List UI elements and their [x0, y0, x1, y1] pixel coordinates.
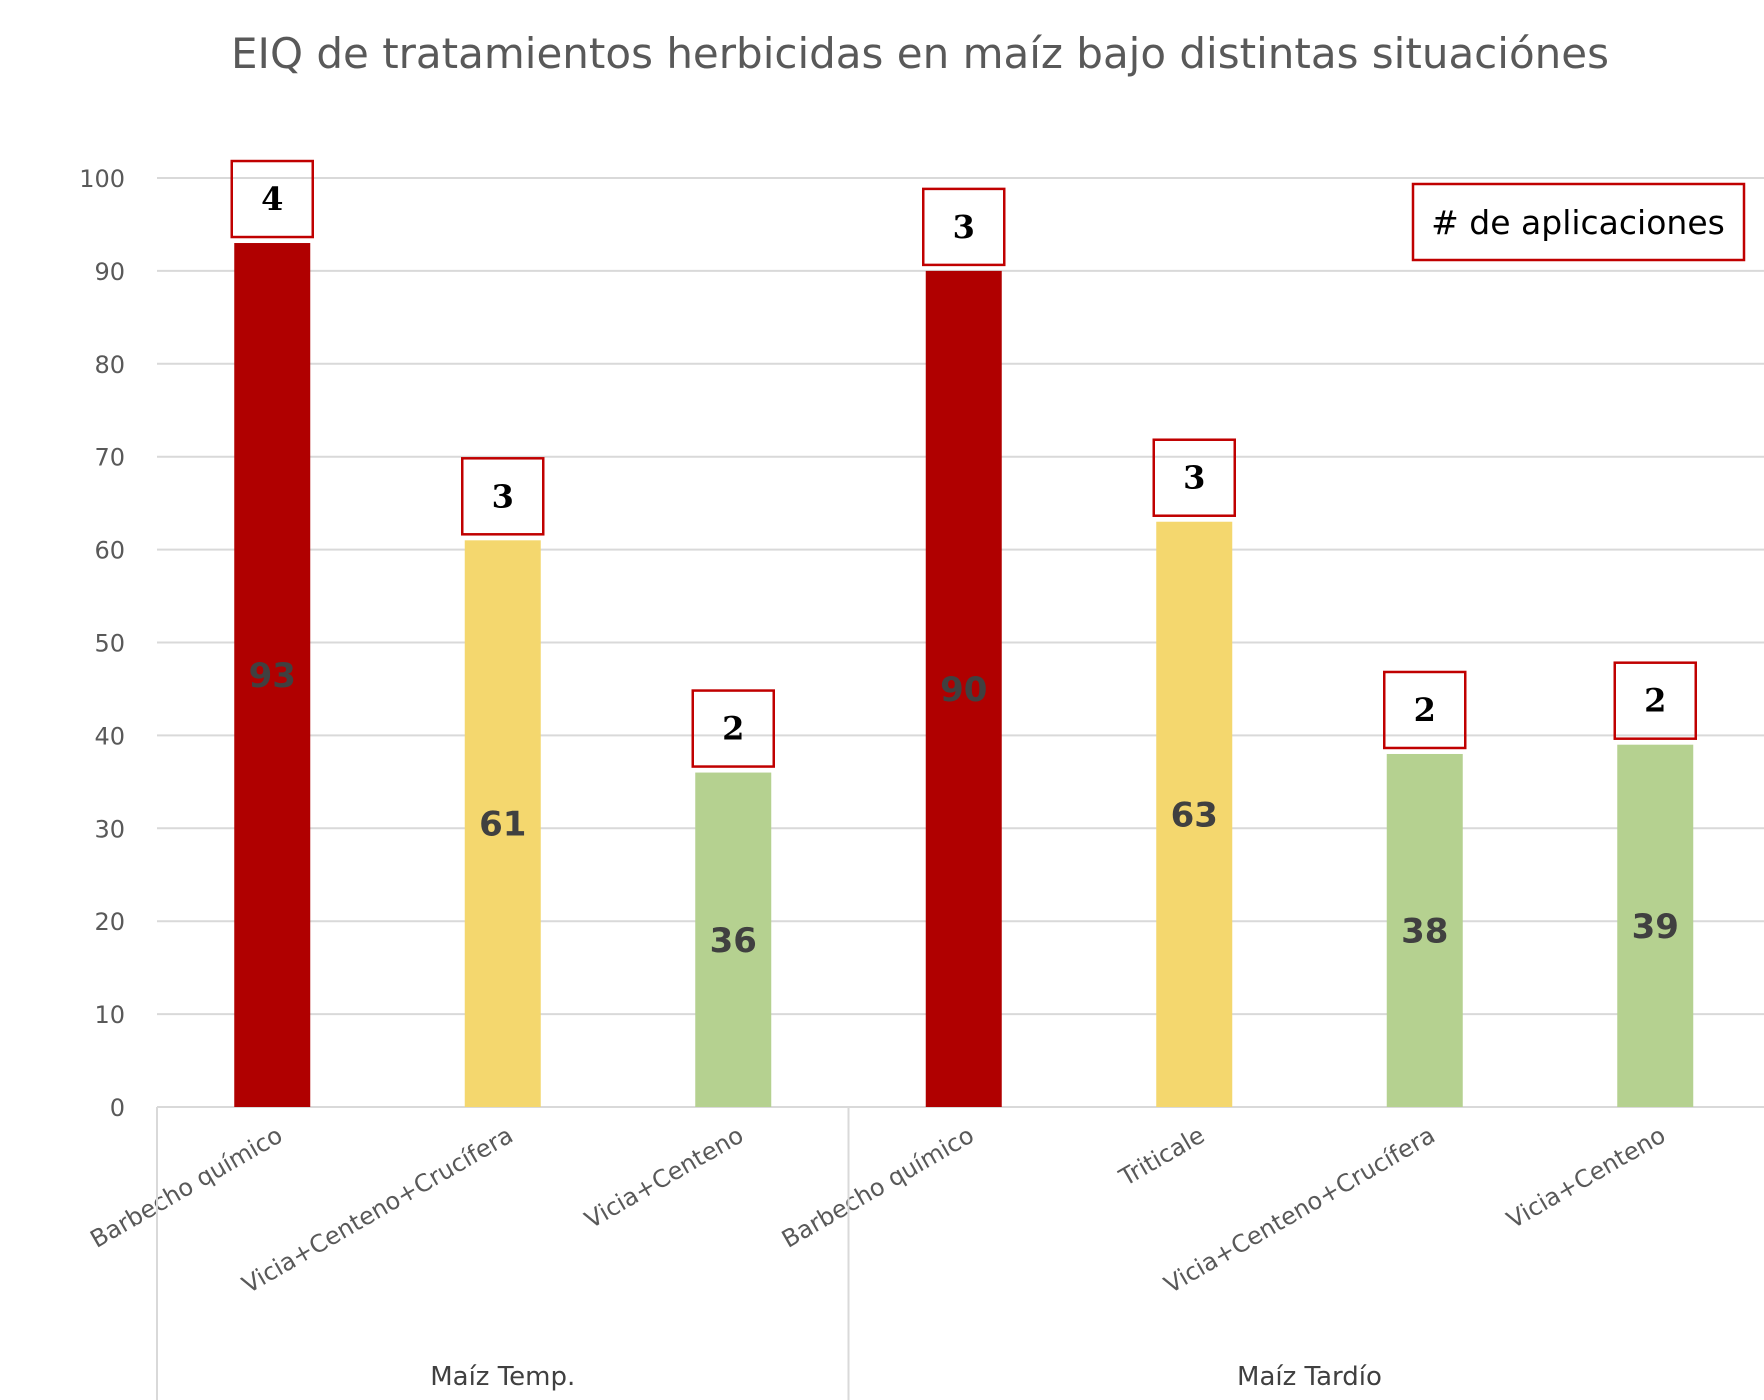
y-tick-label: 70	[94, 444, 125, 472]
group-label: Maíz Tardío	[1237, 1362, 1382, 1392]
bar	[464, 540, 541, 1107]
application-count-label: 4	[261, 180, 283, 218]
y-tick-label: 40	[94, 722, 125, 750]
y-tick-label: 50	[94, 630, 125, 658]
applications-legend-box: # de aplicaciones	[1411, 182, 1746, 262]
y-tick-label: 0	[110, 1094, 125, 1122]
legend-box-label: # de aplicaciones	[1431, 203, 1725, 242]
application-count-box	[1613, 661, 1697, 740]
chart-title: EIQ de tratamientos herbicidas en maíz b…	[231, 29, 1609, 78]
y-tick-label: 90	[94, 258, 125, 286]
application-count-label: 2	[1644, 682, 1666, 720]
application-count-label: 3	[1183, 459, 1205, 497]
application-count-box	[230, 159, 314, 239]
bar	[1617, 744, 1694, 1107]
bar-value-label: 39	[1632, 907, 1679, 947]
bar	[1156, 521, 1233, 1107]
data-labels: 93 61 36 90 63 38 39	[249, 656, 1679, 961]
x-tick-label: Vicia+Centeno	[1502, 1121, 1670, 1234]
x-tick-label: Barbecho químico	[777, 1121, 979, 1254]
bar	[695, 772, 772, 1107]
bar-value-label: 38	[1401, 911, 1448, 951]
application-count-box	[1383, 670, 1467, 750]
bar-value-label: 93	[249, 656, 296, 696]
bar-value-label: 63	[1171, 795, 1218, 835]
bar-value-label: 90	[940, 670, 987, 710]
y-axis-ticks: 0 10 20 30 40 50 60 70 80 90 100	[79, 165, 125, 1122]
group-label: Maíz Temp.	[430, 1362, 575, 1392]
application-count-box	[922, 187, 1006, 267]
application-count-label: 3	[492, 477, 514, 515]
y-tick-label: 10	[94, 1001, 125, 1029]
y-tick-label: 20	[94, 908, 125, 936]
bar	[234, 243, 311, 1107]
bar	[1386, 753, 1463, 1107]
application-count-boxes: 4 3 2 3 3 2 2	[230, 159, 1697, 768]
y-tick-label: 100	[79, 165, 125, 193]
x-tick-label: Vicia+Centeno	[580, 1121, 748, 1234]
application-count-label: 3	[953, 208, 975, 246]
bar-value-label: 61	[479, 805, 526, 845]
x-tick-label: Barbecho químico	[85, 1121, 287, 1254]
y-tick-label: 30	[94, 815, 125, 843]
bar-value-label: 36	[710, 921, 757, 961]
y-tick-label: 80	[94, 351, 125, 379]
legend-box-border	[1411, 182, 1746, 262]
y-tick-label: 60	[94, 537, 125, 565]
application-count-label: 2	[1414, 691, 1436, 729]
x-tick-label: Triticale	[1114, 1121, 1209, 1192]
application-count-box	[1152, 438, 1236, 517]
application-count-label: 2	[722, 710, 744, 748]
bars	[234, 243, 1694, 1107]
bar	[925, 270, 1002, 1107]
x-axis-groups: Maíz Temp. Maíz Tardío	[156, 1107, 1382, 1400]
application-count-box	[691, 689, 775, 768]
application-count-box	[461, 457, 545, 536]
